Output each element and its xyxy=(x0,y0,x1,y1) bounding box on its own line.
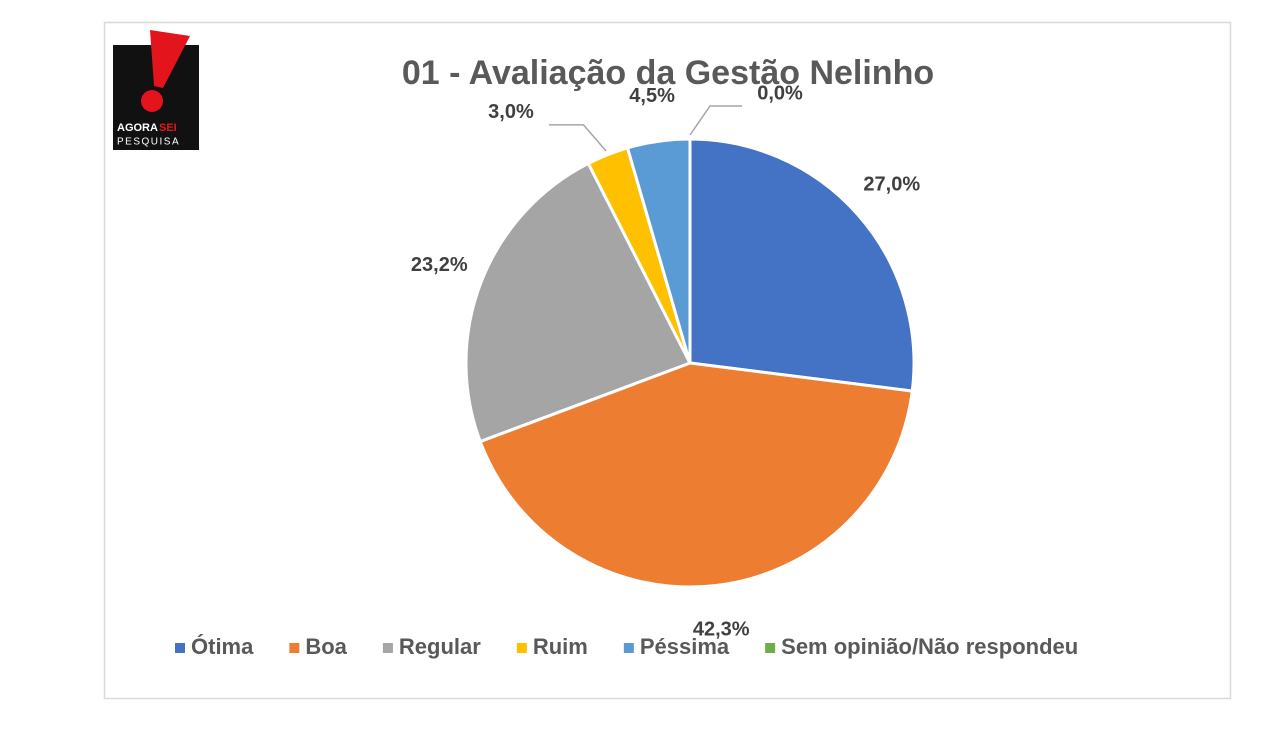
logo-mark xyxy=(150,30,190,88)
legend-swatch xyxy=(382,643,393,653)
logo-text: AGORA xyxy=(117,122,158,134)
legend-swatch xyxy=(765,643,776,653)
legend-label: Ótima xyxy=(191,634,254,659)
data-label: 4,5% xyxy=(629,85,675,107)
legend-label: Sem opinião/Não respondeu xyxy=(781,634,1078,659)
leader-line xyxy=(548,124,607,152)
data-label: 0,0% xyxy=(757,82,803,104)
logo-text: PESQUISA xyxy=(117,137,180,148)
legend-label: Péssima xyxy=(640,634,730,659)
logo: AGORA SEI PESQUISA xyxy=(113,30,199,150)
pie-slice xyxy=(478,361,914,589)
legend-label: Regular xyxy=(399,634,481,659)
legend-swatch xyxy=(516,643,527,653)
legend-label: Ruim xyxy=(533,634,588,659)
data-label: 3,0% xyxy=(488,101,534,123)
leader-line xyxy=(689,105,742,136)
legend-label: Boa xyxy=(305,634,347,659)
pie-slice xyxy=(688,137,916,393)
legend-swatch xyxy=(175,643,185,653)
pie-slice xyxy=(464,161,693,444)
logo-dot xyxy=(141,90,163,112)
data-label: 23,2% xyxy=(411,254,468,276)
data-label: 42,3% xyxy=(693,618,750,640)
data-label: 27,0% xyxy=(863,173,920,195)
chart-title: 01 - Avaliação da Gestão Nelinho xyxy=(402,54,934,92)
legend-swatch xyxy=(623,643,634,653)
logo-text: SEI xyxy=(159,122,177,134)
legend-swatch xyxy=(289,643,300,653)
